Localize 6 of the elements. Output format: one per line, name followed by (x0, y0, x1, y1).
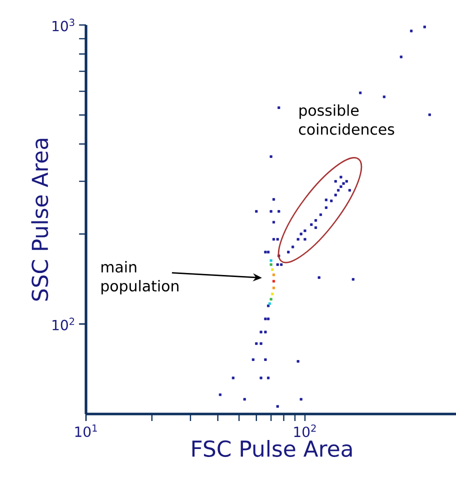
annotation: main population (102, 261, 178, 294)
y-tick-label: 10$^{3}$ (52, 18, 74, 32)
annotation: possible coincidences (299, 104, 394, 135)
y-axis-title: SSC Pulse Area (31, 138, 48, 301)
x-axis-title: FSC Pulse Area (192, 440, 352, 457)
x-tick-label: 10$^{1}$ (75, 424, 97, 438)
